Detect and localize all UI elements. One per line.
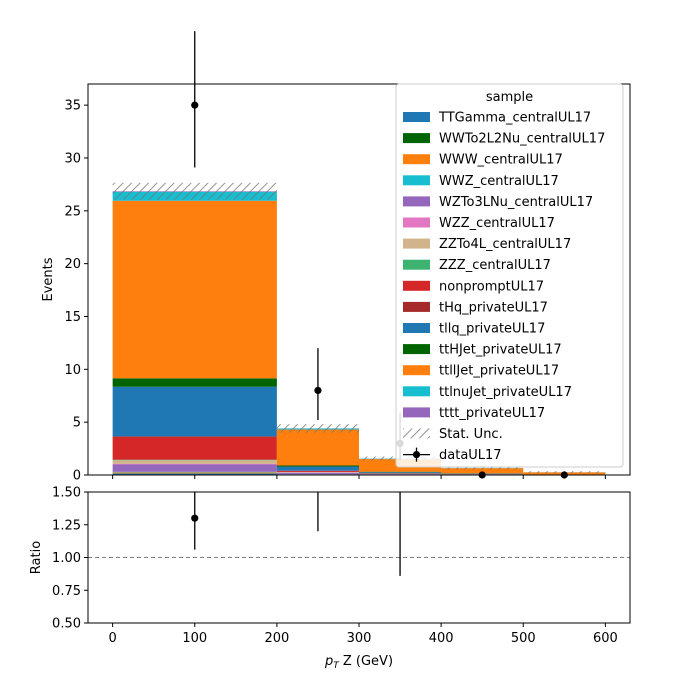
legend-label-8: nonpromptUL17 [439, 279, 544, 294]
legend-label-5: WZZ_centralUL17 [439, 216, 555, 231]
y-tick-label-30: 30 [64, 151, 81, 166]
bar-WWW_centralUL17-0 [112, 472, 277, 474]
x-tick-label-200: 200 [264, 631, 289, 646]
unc-band-1 [276, 424, 359, 433]
x-tick-label-400: 400 [429, 631, 454, 646]
data-point-1 [314, 386, 322, 395]
y-tick-label-10: 10 [64, 363, 81, 378]
legend-swatch-2 [403, 154, 430, 165]
legend-swatch-10 [403, 323, 430, 333]
ratio-y-axis-label: Ratio [29, 541, 44, 574]
legend-swatch-13 [403, 386, 430, 397]
legend-swatch-6 [403, 238, 430, 249]
legend-label-data: dataUL17 [439, 448, 502, 463]
legend-swatch-4 [403, 196, 430, 207]
bar-ttllJet_privateUL17-0 [112, 200, 277, 379]
ratio-points [88, 492, 630, 576]
bar-ttHJet_privateUL17-2 [359, 471, 442, 473]
x-tick-label-300: 300 [347, 631, 372, 646]
x-tick-label-100: 100 [182, 631, 207, 646]
y-tick-label-25: 25 [64, 204, 81, 219]
bar-ZZZ_centralUL17-0 [112, 459, 277, 461]
legend-box [395, 83, 624, 468]
bar-nonpromptUL17-1 [276, 470, 359, 472]
data-point-0 [191, 101, 199, 109]
ratio-y-tick-label-1.50: 1.50 [52, 486, 81, 501]
legend-label-6: ZZTo4L_centralUL17 [439, 237, 571, 252]
bar-ttHJet_privateUL17-1 [276, 465, 359, 467]
y-tick-label-0: 0 [73, 469, 81, 484]
legend-swatch-12 [403, 365, 430, 376]
legend-label-3: WWZ_centralUL17 [439, 174, 559, 189]
bar-WWZ_centralUL17-0 [112, 471, 277, 473]
ratio-y-tick-label-0.50: 0.50 [52, 617, 81, 632]
y-tick-label-35: 35 [64, 99, 81, 114]
bar-tllq_privateUL17-1 [276, 466, 359, 471]
legend-label-7: ZZZ_centralUL17 [439, 258, 551, 273]
bar-ttllJet_privateUL17-3 [441, 468, 524, 474]
legend-swatch-5 [403, 217, 430, 228]
y-tick-label-20: 20 [64, 257, 81, 272]
bar-nonpromptUL17-2 [359, 473, 442, 474]
unc-band-3 [441, 466, 524, 470]
x-axis-label-p: p [324, 654, 333, 669]
legend-swatch-14 [403, 407, 430, 418]
y-axis-label: Events [41, 257, 56, 301]
bar-tHq_privateUL17-0 [112, 436, 277, 437]
ratio-axes: 0.50 0.75 1.00 1.25 1.50 0 100 200 300 400 500 600 R… [29, 486, 631, 671]
bar-nonpromptUL17-0 [112, 436, 277, 460]
bar-WZTo3LNu_centralUL17-0 [112, 464, 277, 472]
bar-WZTo3LNu_centralUL17-1 [276, 472, 359, 475]
y-tick-label-15: 15 [64, 310, 81, 325]
unc-band-0 [112, 182, 277, 200]
legend-label-9: tHq_privateUL17 [439, 300, 548, 315]
bar-ZZTo4L_centralUL17-0 [112, 460, 277, 464]
x-axis-label: pT Z (GeV) [324, 654, 393, 671]
legend-label-13: ttlnuJet_privateUL17 [439, 385, 572, 400]
bar-ZZTo4L_centralUL17-1 [276, 472, 359, 473]
main-axes: 0 5 10 15 20 25 30 35 Events [41, 83, 631, 484]
bar-tllq_privateUL17-0 [112, 386, 277, 437]
x-axis-label-main: Z (GeV) [339, 654, 393, 669]
x-tick-label-600: 600 [593, 631, 618, 646]
bar-WZTo3LNu_centralUL17-2 [359, 474, 442, 475]
legend-label-4: WZTo3LNu_centralUL17 [439, 195, 593, 210]
legend: sample TTGamma_centralUL17 WWTo2L2Nu_centr… [395, 83, 624, 468]
legend-swatch-8 [403, 280, 430, 291]
bar-ttHJet_privateUL17-0 [112, 378, 277, 387]
ratio-y-tick-label-0.75: 0.75 [52, 584, 81, 599]
bar-WZZ_centralUL17-0 [112, 463, 277, 465]
bar-tllq_privateUL17-2 [359, 472, 442, 474]
bar-TTGamma_centralUL17-0 [112, 473, 277, 475]
legend-swatch-1 [403, 133, 430, 144]
legend-label-0: TTGamma_centralUL17 [438, 111, 591, 126]
legend-data-marker [412, 451, 421, 459]
legend-label-11: ttHJet_privateUL17 [439, 343, 562, 358]
ratio-y-tick-label-1.00: 1.00 [52, 551, 81, 566]
legend-swatch-7 [403, 259, 430, 270]
legend-label-12: ttllJet_privateUL17 [439, 364, 559, 379]
legend-title: sample [486, 90, 533, 105]
ratio-point-0 [191, 514, 199, 522]
legend-label-10: tllq_privateUL17 [439, 322, 545, 337]
legend-label-14: tttt_privateUL17 [439, 406, 545, 421]
ratio-y-tick-label-1.25: 1.25 [52, 518, 81, 533]
legend-swatch-11 [403, 344, 430, 355]
x-axis-label-sub: T [333, 661, 340, 671]
stacked-histogram [112, 191, 606, 475]
x-tick-label-500: 500 [511, 631, 536, 646]
bar-ttllJet_privateUL17-1 [276, 429, 359, 466]
y-tick-label-5: 5 [73, 416, 81, 431]
legend-swatch-3 [403, 175, 430, 186]
x-tick-label-0: 0 [108, 631, 116, 646]
legend-swatch-9 [403, 301, 430, 312]
ratio-frame [87, 491, 631, 624]
legend-swatch-unc [403, 428, 430, 439]
legend-label-unc: Stat. Unc. [439, 427, 503, 442]
legend-swatch-0 [403, 112, 430, 122]
legend-label-2: WWW_centralUL17 [439, 153, 563, 168]
legend-label-1: WWTo2L2Nu_centralUL17 [439, 132, 605, 147]
